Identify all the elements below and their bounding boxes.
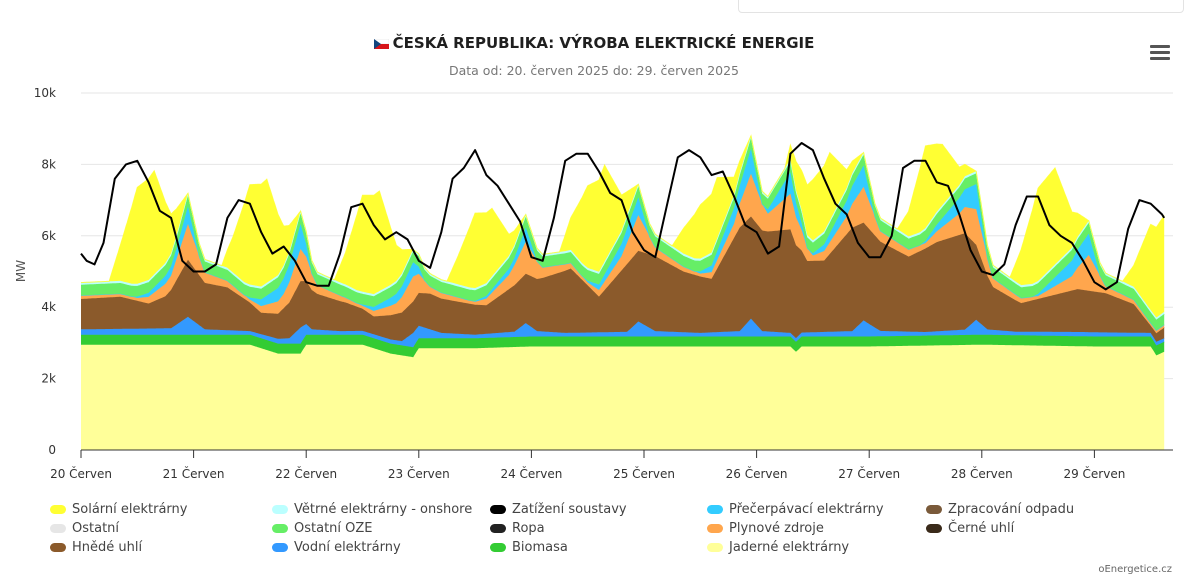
legend-swatch (707, 505, 723, 514)
legend-label: Ostatní (72, 521, 120, 536)
legend-label: Vodní elektrárny (294, 540, 401, 555)
top-panel-edge (738, 0, 1184, 13)
legend-swatch (490, 505, 506, 514)
x-tick-label: 26 Červen (726, 466, 788, 481)
legend-swatch (272, 524, 288, 533)
legend-item[interactable]: Černé uhlí (926, 520, 1014, 538)
x-tick-label: 28 Červen (951, 466, 1013, 481)
legend-item[interactable]: Solární elektrárny (50, 501, 187, 519)
y-tick-label: 2k (41, 372, 56, 386)
legend-item[interactable]: Zatížení soustavy (490, 501, 627, 519)
y-tick-label: 8k (41, 157, 56, 171)
hamburger-menu-icon[interactable] (1150, 45, 1170, 61)
x-tick-label: 27 Červen (838, 466, 900, 481)
area-series-edge (80, 134, 1165, 284)
area-series (81, 138, 1165, 331)
credit-text: oEnergetice.cz (1098, 564, 1172, 575)
line-series (80, 142, 1166, 291)
legend-swatch (50, 543, 66, 552)
x-tick-label: 23 Červen (388, 466, 450, 481)
legend-label: Větrné elektrárny - onshore (294, 502, 473, 517)
legend-label: Přečerpávací elektrárny (729, 502, 884, 517)
legend-label: Biomasa (512, 540, 568, 555)
legend-label: Hnědé uhlí (72, 540, 143, 555)
legend-swatch (707, 524, 723, 533)
legend-swatch (926, 524, 942, 533)
chart-title-text: ČESKÁ REPUBLIKA: VÝROBA ELEKTRICKÉ ENERG… (392, 34, 815, 52)
legend-swatch (707, 543, 723, 552)
area-series (81, 334, 1165, 358)
legend-swatch (50, 505, 66, 514)
legend-swatch (490, 524, 506, 533)
legend-label: Zpracování odpadu (948, 502, 1075, 517)
legend-swatch (272, 543, 288, 552)
x-tick-label: 20 Červen (50, 466, 112, 481)
legend-label: Ostatní OZE (294, 521, 373, 536)
legend-item[interactable]: Plynové zdroje (707, 520, 824, 538)
area-series (81, 135, 1165, 318)
legend-swatch (50, 524, 66, 533)
legend-swatch (926, 505, 942, 514)
x-tick-label: 29 Červen (1063, 466, 1125, 481)
legend-item[interactable]: Ostatní (50, 520, 119, 538)
legend-item[interactable]: Ostatní OZE (272, 520, 373, 538)
legend-label: Jaderné elektrárny (729, 540, 850, 555)
y-tick-label: 6k (41, 229, 56, 243)
legend-item[interactable]: Větrné elektrárny - onshore (272, 501, 472, 519)
chart-subtitle: Data od: 20. červen 2025 do: 29. červen … (448, 63, 740, 78)
chart-legend: Solární elektrárny Větrné elektrárny - on… (50, 501, 1170, 561)
legend-item[interactable]: Jaderné elektrárny (707, 539, 849, 557)
energy-chart: 0 2k 4k 6k 8k 10k MW 20 Červen 21 Červen 22 Červe… (14, 86, 1173, 481)
legend-item[interactable]: Hnědé uhlí (50, 539, 142, 557)
legend-item[interactable]: Vodní elektrárny (272, 539, 401, 557)
chart-title: ČESKÁ REPUBLIKA: VÝROBA ELEKTRICKÉ ENERG… (0, 34, 1188, 52)
y-axis-title: MW (14, 260, 28, 282)
x-tick-label: 21 Červen (163, 466, 225, 481)
area-series (81, 216, 1165, 342)
legend-swatch (490, 543, 506, 552)
czech-flag-icon (373, 39, 389, 49)
legend-label: Solární elektrárny (72, 502, 188, 517)
x-tick-label: 22 Červen (275, 466, 337, 481)
area-series (81, 148, 1165, 331)
y-tick-label: 4k (41, 300, 56, 314)
legend-label: Zatížení soustavy (512, 502, 627, 517)
x-tick-label: 25 Červen (613, 466, 675, 481)
legend-item[interactable]: Biomasa (490, 539, 568, 557)
legend-item[interactable]: Ropa (490, 520, 545, 538)
area-series (81, 344, 1165, 450)
y-tick-label: 0 (48, 443, 56, 457)
legend-item[interactable]: Zpracování odpadu (926, 501, 1074, 519)
legend-swatch (272, 505, 288, 514)
legend-label: Ropa (512, 521, 545, 536)
y-tick-label: 10k (34, 86, 56, 100)
legend-label: Plynové zdroje (729, 521, 824, 536)
x-tick-label: 24 Červen (500, 466, 562, 481)
legend-label: Černé uhlí (948, 521, 1015, 536)
legend-item[interactable]: Přečerpávací elektrárny (707, 501, 884, 519)
